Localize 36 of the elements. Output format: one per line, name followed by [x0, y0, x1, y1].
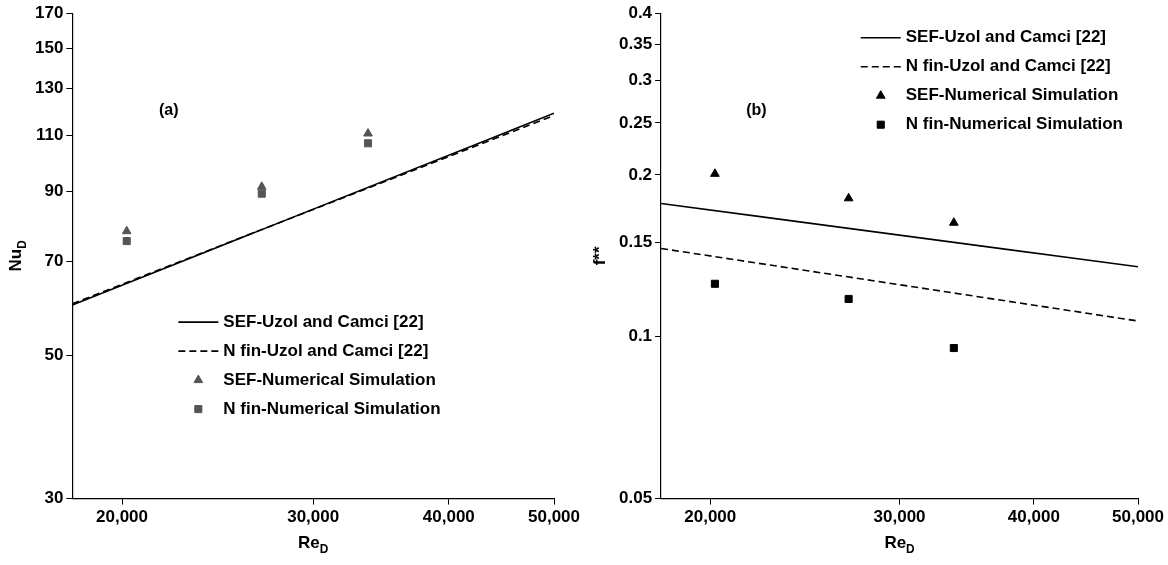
y-tick-label: 150 [34, 37, 64, 57]
x-tick-label: 30,000 [287, 507, 340, 527]
y-tick-label: 0.15 [618, 231, 653, 251]
x-tick-label: 50,000 [1112, 507, 1164, 527]
y-tick-label: 0.35 [618, 34, 653, 54]
legend-label: SEF-Numerical Simulation [223, 369, 436, 389]
x-tick-label: 40,000 [422, 507, 475, 527]
x-tick-label: 20,000 [96, 507, 149, 527]
y-tick-label: 0.25 [618, 112, 653, 132]
legend-label: N fin-Numerical Simulation [223, 398, 441, 418]
legend-label: SEF-Uzol and Camci [22] [905, 27, 1107, 47]
legend-label: N fin-Uzol and Camci [22] [905, 56, 1111, 76]
y-axis-title: f** [589, 246, 609, 266]
x-tick-label: 20,000 [684, 507, 737, 527]
x-tick-label: 50,000 [528, 507, 580, 527]
y-axis-title: NuD [5, 239, 30, 272]
legend-label: N fin-Uzol and Camci [22] [223, 340, 429, 360]
y-tick-label: 0.3 [628, 70, 653, 90]
x-tick-label: 30,000 [873, 507, 926, 527]
y-tick-label: 0.2 [628, 164, 653, 184]
y-tick-label: 50 [44, 345, 64, 365]
y-tick-label: 0.1 [628, 326, 653, 346]
y-tick-label: 90 [44, 180, 64, 200]
y-tick-label: 70 [44, 251, 64, 271]
y-tick-label: 110 [35, 124, 64, 144]
legend-label: SEF-Uzol and Camci [22] [223, 311, 424, 331]
y-tick-label: 0.4 [628, 2, 653, 22]
y-tick-label: 170 [34, 2, 64, 22]
y-tick-label: 130 [34, 77, 64, 97]
annotation: (b) [746, 100, 767, 118]
y-tick-label: 30 [44, 488, 64, 508]
legend-label: SEF-Numerical Simulation [905, 85, 1119, 105]
annotation: (a) [158, 100, 179, 118]
legend-label: N fin-Numerical Simulation [905, 114, 1123, 134]
x-tick-label: 40,000 [1007, 507, 1060, 527]
y-tick-label: 0.05 [618, 488, 653, 508]
